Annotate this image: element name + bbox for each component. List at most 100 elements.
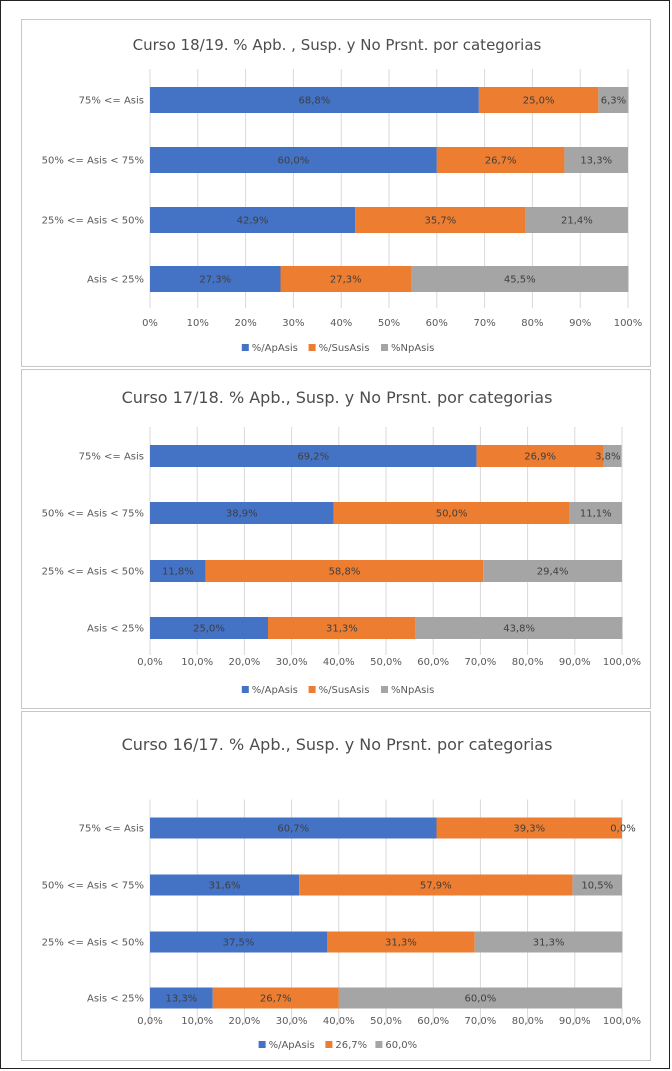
chart-panel-2: Curso 17/18. % Apb., Susp. y No Prsnt. p… — [21, 369, 651, 709]
legend-swatch — [241, 686, 249, 693]
category-label: 75% <= Asis — [79, 824, 144, 835]
bar-segment — [410, 266, 629, 292]
category-label: 75% <= Asis — [79, 96, 144, 107]
data-label: 58,8% — [329, 567, 361, 578]
x-tick-label: 60,0% — [417, 1016, 449, 1027]
data-label: 60,0% — [278, 156, 310, 167]
data-label: 69,2% — [297, 452, 329, 463]
x-tick-label: 40,0% — [323, 657, 355, 668]
category-label: 50% <= Asis < 75% — [42, 881, 144, 892]
bar-segment — [598, 87, 629, 113]
x-tick-label: 30% — [282, 318, 304, 329]
bar-segment — [150, 87, 479, 113]
bar-segment — [150, 445, 477, 467]
bar-segment — [150, 617, 268, 639]
chart-panel-3: Curso 16/17. % Apb., Susp. y No Prsnt. p… — [21, 711, 651, 1061]
x-tick-label: 80,0% — [512, 657, 544, 668]
data-label: 25,0% — [523, 96, 555, 107]
bar-segment — [525, 207, 628, 233]
x-tick-label: 30,0% — [276, 1016, 308, 1027]
bar-segment — [299, 874, 573, 896]
bar-segment — [478, 87, 599, 113]
data-label: 3,8% — [595, 452, 620, 463]
bar-segment — [415, 617, 623, 639]
bar-segment — [569, 502, 622, 524]
category-label: 25% <= Asis < 50% — [42, 938, 144, 949]
data-label: 60,7% — [277, 824, 309, 835]
x-tick-label: 40% — [330, 318, 352, 329]
data-label: 26,7% — [485, 156, 517, 167]
category-label: 50% <= Asis < 75% — [42, 156, 144, 167]
bar-segment — [268, 617, 416, 639]
category-label: 25% <= Asis < 50% — [42, 216, 144, 227]
data-label: 11,1% — [580, 509, 612, 520]
bar-segment — [150, 931, 327, 953]
x-tick-label: 20,0% — [229, 657, 261, 668]
legend-swatch — [381, 344, 388, 351]
bar-segment — [338, 987, 622, 1009]
data-label: 31,3% — [385, 938, 417, 949]
bar-segment — [150, 817, 437, 839]
chart-title: Curso 18/19. % Apb. , Susp. y No Prsnt. … — [133, 36, 542, 54]
x-tick-label: 0,0% — [137, 1016, 162, 1027]
category-label: 25% <= Asis < 50% — [42, 567, 144, 578]
data-label: 39,3% — [513, 824, 545, 835]
bar-segment — [150, 987, 213, 1009]
bar-segment — [436, 147, 565, 173]
bar-segment — [150, 266, 281, 292]
bar-segment — [333, 502, 570, 524]
bar-segment — [150, 147, 437, 173]
data-label: 26,7% — [260, 994, 292, 1005]
data-label: 6,3% — [601, 96, 626, 107]
legend-label: %/ApAsis — [252, 685, 298, 696]
x-tick-label: 10,0% — [181, 657, 213, 668]
x-tick-label: 50% — [378, 318, 400, 329]
data-label: 68,8% — [299, 96, 331, 107]
data-label: 45,5% — [504, 275, 536, 286]
legend-swatch — [308, 344, 316, 351]
category-label: Asis < 25% — [87, 624, 144, 635]
x-tick-label: 20,0% — [229, 1016, 261, 1027]
category-label: 75% <= Asis — [79, 452, 144, 463]
legend-swatch — [258, 1041, 266, 1048]
legend-label: %/ApAsis — [269, 1040, 315, 1051]
x-tick-label: 100,0% — [603, 657, 641, 668]
bar-segment — [436, 817, 622, 839]
data-label: 13,3% — [165, 994, 197, 1005]
category-label: Asis < 25% — [87, 275, 144, 286]
chart-title: Curso 16/17. % Apb., Susp. y No Prsnt. p… — [122, 735, 553, 754]
x-tick-label: 70,0% — [465, 1016, 497, 1027]
bar-segment — [205, 560, 484, 582]
data-label: 31,6% — [209, 881, 241, 892]
legend-swatch — [381, 686, 388, 693]
chart-svg-3: Curso 16/17. % Apb., Susp. y No Prsnt. p… — [42, 735, 641, 1051]
legend-label: %NpAsis — [391, 343, 434, 354]
category-label: Asis < 25% — [87, 994, 144, 1005]
legend-label: %/SusAsis — [319, 685, 370, 696]
data-label: 25,0% — [193, 624, 225, 635]
x-tick-label: 70,0% — [465, 657, 497, 668]
bar-segment — [150, 874, 300, 896]
bar-segment — [474, 931, 623, 953]
legend-label: 60,0% — [385, 1040, 417, 1051]
data-label: 0,0% — [610, 824, 635, 835]
data-label: 26,9% — [524, 452, 556, 463]
data-label: 31,3% — [533, 938, 565, 949]
x-tick-label: 100,0% — [603, 1016, 641, 1027]
bar-segment — [355, 207, 526, 233]
legend-swatch — [325, 1041, 333, 1048]
chart-panel-1: Curso 18/19. % Apb. , Susp. y No Prsnt. … — [21, 19, 651, 367]
x-tick-label: 50,0% — [370, 1016, 402, 1027]
data-label: 60,0% — [465, 994, 497, 1005]
data-label: 13,3% — [580, 156, 612, 167]
data-label: 11,8% — [162, 567, 194, 578]
bar-segment — [476, 445, 604, 467]
data-label: 43,8% — [503, 624, 535, 635]
data-label: 27,3% — [330, 275, 362, 286]
chart-svg-1: Curso 18/19. % Apb. , Susp. y No Prsnt. … — [42, 36, 643, 354]
legend-label: 26,7% — [335, 1040, 367, 1051]
data-label: 21,4% — [561, 216, 593, 227]
bar-segment — [603, 445, 622, 467]
bar-segment — [483, 560, 622, 582]
